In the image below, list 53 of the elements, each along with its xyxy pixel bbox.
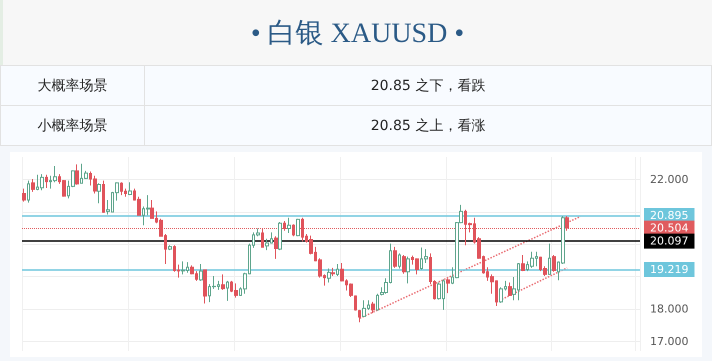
text: 小概率场景 <box>0 106 144 146</box>
candlestick <box>296 218 300 237</box>
text: 大概率场景 <box>0 66 144 106</box>
candlestick <box>521 254 525 272</box>
candlestick <box>402 254 406 274</box>
candlestick <box>199 264 203 282</box>
candlestick <box>221 274 225 290</box>
candlestick <box>120 182 123 196</box>
ref-line-label: 20.097 <box>650 234 688 248</box>
candlestick <box>530 251 534 268</box>
candlestick <box>27 180 30 204</box>
candlestick <box>150 200 154 220</box>
candlestick <box>203 269 207 304</box>
candlestick <box>274 236 278 260</box>
candlestick <box>45 174 48 189</box>
candlestick <box>128 182 132 196</box>
candlestick <box>93 175 97 194</box>
candlestick <box>508 282 512 297</box>
candlestick <box>552 254 556 272</box>
y-tick-label: 22.000 <box>650 173 688 186</box>
candlestick <box>40 174 44 191</box>
candlestick <box>22 188 26 202</box>
candlestick <box>278 221 282 251</box>
candlestick <box>327 268 331 283</box>
candlestick <box>362 300 366 318</box>
candlestick <box>406 256 410 284</box>
candlestick <box>97 182 101 204</box>
ref-line-label: 20.504 <box>650 222 688 235</box>
candlestick <box>31 178 35 192</box>
y-tick-label: 17.000 <box>650 334 688 348</box>
text: 20.85 之下，看跌 <box>144 66 712 106</box>
text: 20.85 之上，看涨 <box>144 106 712 146</box>
candlestick <box>287 217 291 234</box>
candlestick <box>234 282 238 298</box>
candlestick <box>415 258 419 275</box>
candlestick <box>226 280 229 302</box>
ref-line-label: 20.895 <box>650 209 688 222</box>
y-tick-label: 18.000 <box>650 302 688 316</box>
ref-line-label: 19.219 <box>650 263 688 276</box>
candlestick <box>376 293 379 312</box>
candlestick <box>398 252 401 270</box>
candlestick <box>548 243 551 275</box>
candlestick <box>336 264 339 276</box>
candlestick <box>168 244 172 251</box>
candlestick <box>393 246 397 268</box>
candlestick <box>331 267 335 276</box>
candlestick <box>102 180 105 214</box>
candlestick <box>371 301 375 314</box>
candlestick <box>292 224 295 237</box>
candlestick <box>181 260 185 275</box>
chart-title: • 白银 XAUUSD • <box>0 0 712 65</box>
candlestick <box>75 164 79 186</box>
candlestick <box>446 278 450 294</box>
